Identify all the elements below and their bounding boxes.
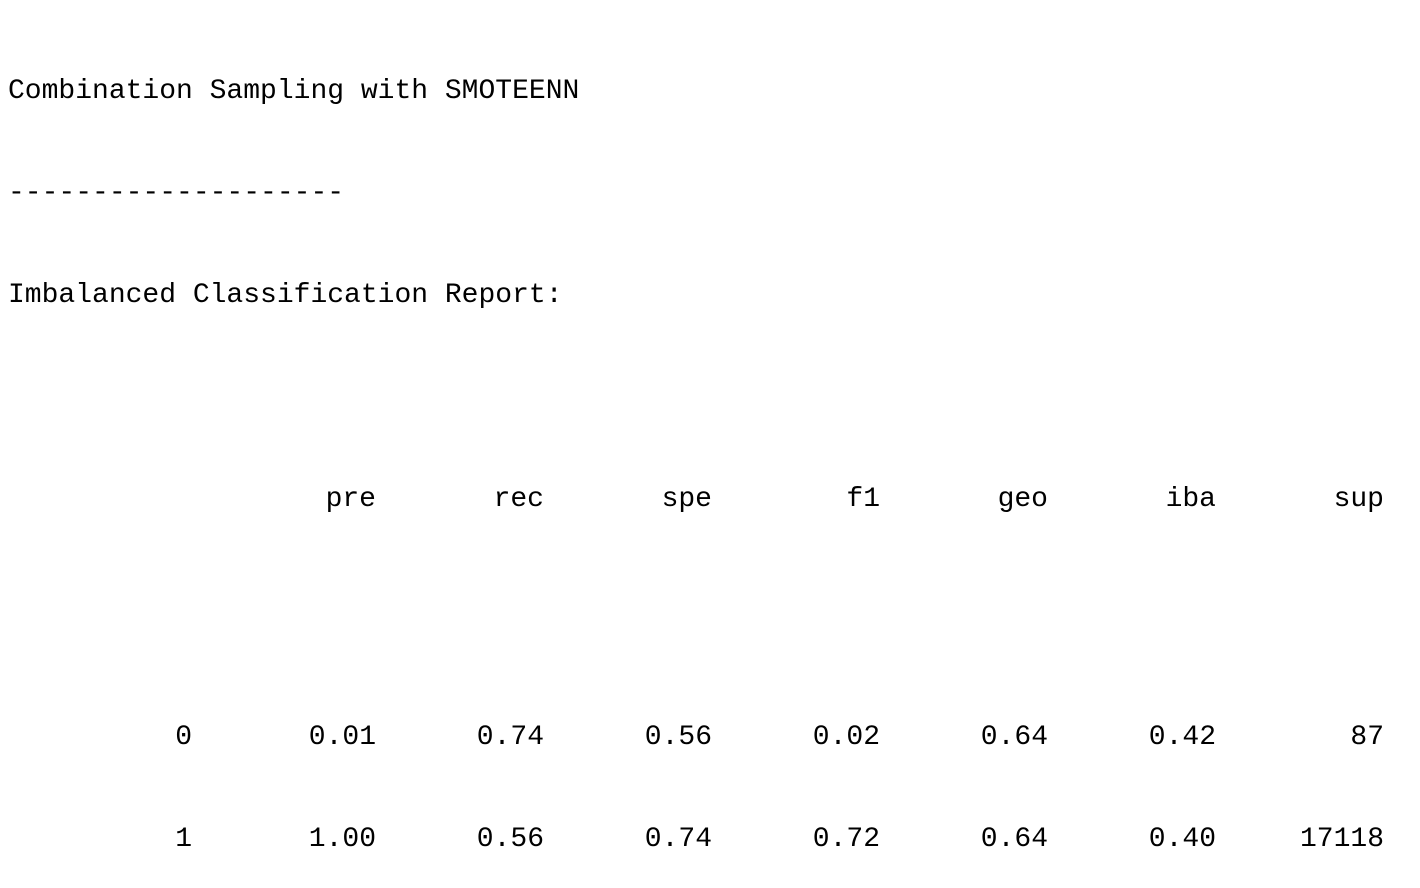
table-cell: 0.40 [1148,824,1216,855]
table-cell: 0.72 [812,824,880,855]
divider-rule: -------------------- [8,178,345,209]
table-cell: 0.02 [812,722,880,753]
row-label: 0 [175,722,192,753]
table-cell: 0.74 [476,722,544,753]
table-cell: 17118 [1299,824,1384,855]
column-header: f1 [846,484,880,515]
classification-report-table: pre rec spe f1 geo iba sup 0 0.01 0.74 0… [8,415,1408,888]
table-cell: 0.42 [1148,722,1216,753]
column-header: spe [661,484,712,515]
table-row: 0 0.01 0.74 0.56 0.02 0.64 0.42 87 [8,721,1408,755]
output-title: Combination Sampling with SMOTEENN [8,76,580,107]
table-row: 1 1.00 0.56 0.74 0.72 0.64 0.40 17118 [8,823,1408,857]
table-cell: 1.00 [308,824,376,855]
column-header: iba [1165,484,1216,515]
table-cell: 0.64 [980,722,1048,753]
table-cell: 0.56 [476,824,544,855]
column-header: sup [1333,484,1384,515]
column-header: pre [325,484,376,515]
row-label: 1 [175,824,192,855]
blank-line [8,585,1408,619]
table-cell: 87 [1350,722,1384,753]
table-header-row: pre rec spe f1 geo iba sup [8,483,1408,517]
table-cell: 0.74 [644,824,712,855]
console-output: Combination Sampling with SMOTEENN -----… [8,7,1408,888]
table-cell: 0.64 [980,824,1048,855]
report-heading: Imbalanced Classification Report: [8,280,563,311]
table-cell: 0.01 [308,722,376,753]
table-cell: 0.56 [644,722,712,753]
column-header: geo [997,484,1048,515]
column-header: rec [493,484,544,515]
